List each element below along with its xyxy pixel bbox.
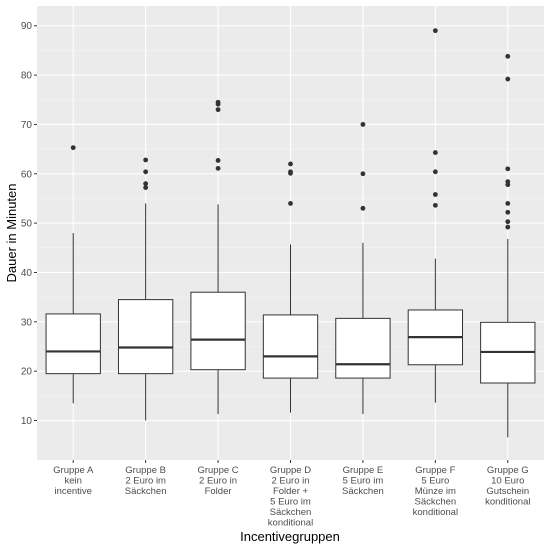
y-tick-label: 70 bbox=[21, 120, 33, 131]
x-tick-label-line: Säckchen bbox=[414, 497, 456, 508]
outlier-point bbox=[505, 219, 511, 225]
outlier-point bbox=[143, 157, 149, 163]
outlier-point bbox=[505, 179, 511, 185]
x-tick-label-line: Münze im bbox=[415, 486, 456, 497]
x-tick-label-line: Gruppe A bbox=[53, 465, 94, 476]
y-axis-title: Dauer in Minuten bbox=[4, 184, 19, 283]
box bbox=[45, 313, 101, 375]
outlier-point bbox=[505, 209, 511, 215]
x-tick-label-line: konditional bbox=[485, 497, 530, 508]
outlier-point bbox=[215, 158, 221, 163]
outlier-point bbox=[215, 99, 221, 105]
y-tick-label: 60 bbox=[21, 169, 33, 180]
y-tick-label: 50 bbox=[21, 219, 33, 230]
box bbox=[117, 299, 174, 375]
x-tick-label-line: Gruppe D bbox=[270, 465, 311, 476]
outlier-point bbox=[505, 200, 511, 206]
y-tick-label: 80 bbox=[21, 71, 33, 82]
x-tick-label-line: 2 Euro in bbox=[199, 476, 237, 487]
outlier-point bbox=[505, 166, 511, 172]
outlier-point bbox=[432, 28, 438, 34]
x-tick-label-line: Folder + bbox=[273, 486, 309, 497]
x-tick-label-line: 2 Euro im bbox=[125, 476, 166, 487]
x-tick-label-line: Folder bbox=[205, 486, 232, 497]
y-axis: 10 20 30 40 50 60 70 80 90 bbox=[21, 21, 37, 427]
x-tick-label-line: Gruppe C bbox=[197, 465, 238, 476]
outlier-point bbox=[143, 169, 149, 175]
x-tick-label-line: 2 Euro in bbox=[271, 476, 309, 487]
box bbox=[190, 291, 246, 371]
x-tick-label-line: Gruppe E bbox=[343, 465, 384, 476]
outlier-point bbox=[432, 192, 438, 197]
y-tick-label: 40 bbox=[21, 268, 33, 279]
outlier-point bbox=[360, 205, 366, 211]
outlier-point bbox=[143, 185, 149, 191]
x-tick-label-line: 5 Euro im bbox=[343, 476, 384, 487]
outlier-point bbox=[70, 145, 76, 151]
outlier-point bbox=[432, 150, 438, 155]
outlier-point bbox=[215, 107, 221, 113]
y-tick-label: 90 bbox=[21, 21, 33, 32]
x-tick-label-line: Säckchen bbox=[270, 507, 312, 518]
outlier-point bbox=[505, 76, 511, 82]
y-tick-label: 10 bbox=[21, 416, 33, 427]
x-tick-label-line: incentive bbox=[54, 486, 92, 497]
outlier-point bbox=[432, 202, 438, 208]
outlier-point bbox=[505, 224, 511, 230]
x-axis-title: Incentivegruppen bbox=[240, 529, 340, 544]
outlier-point bbox=[360, 122, 366, 127]
x-tick-label-line: 5 Euro im bbox=[270, 497, 311, 508]
outlier-point bbox=[215, 165, 221, 171]
y-tick-label: 20 bbox=[21, 367, 33, 378]
outlier-point bbox=[288, 169, 293, 175]
box bbox=[335, 317, 391, 379]
x-tick-label-line: 5 Euro bbox=[421, 476, 449, 487]
x-tick-label-line: Gutschein bbox=[486, 486, 529, 497]
x-tick-label: Gruppe G 10 Euro Gutschein konditional bbox=[485, 465, 530, 508]
box bbox=[262, 314, 319, 379]
x-tick-label-line: Säckchen bbox=[342, 486, 384, 497]
x-tick-label-line: Säckchen bbox=[125, 486, 167, 497]
outlier-point bbox=[288, 161, 293, 167]
y-tick-label: 30 bbox=[21, 317, 33, 328]
x-tick-label-line: 10 Euro bbox=[491, 476, 524, 487]
outlier-point bbox=[505, 53, 511, 59]
outlier-point bbox=[143, 181, 149, 187]
x-tick-label-line: Gruppe F bbox=[415, 465, 455, 476]
boxes bbox=[45, 28, 536, 438]
outlier-point bbox=[432, 169, 438, 175]
outlier-point bbox=[288, 200, 293, 206]
x-tick-label-line: konditional bbox=[268, 518, 313, 529]
outlier-point bbox=[360, 171, 366, 177]
x-tick-label-line: Gruppe G bbox=[487, 465, 529, 476]
x-tick-label-line: Gruppe B bbox=[125, 465, 166, 476]
x-tick-label-line: konditional bbox=[413, 507, 458, 518]
x-tick-label-line: kein bbox=[64, 476, 81, 487]
